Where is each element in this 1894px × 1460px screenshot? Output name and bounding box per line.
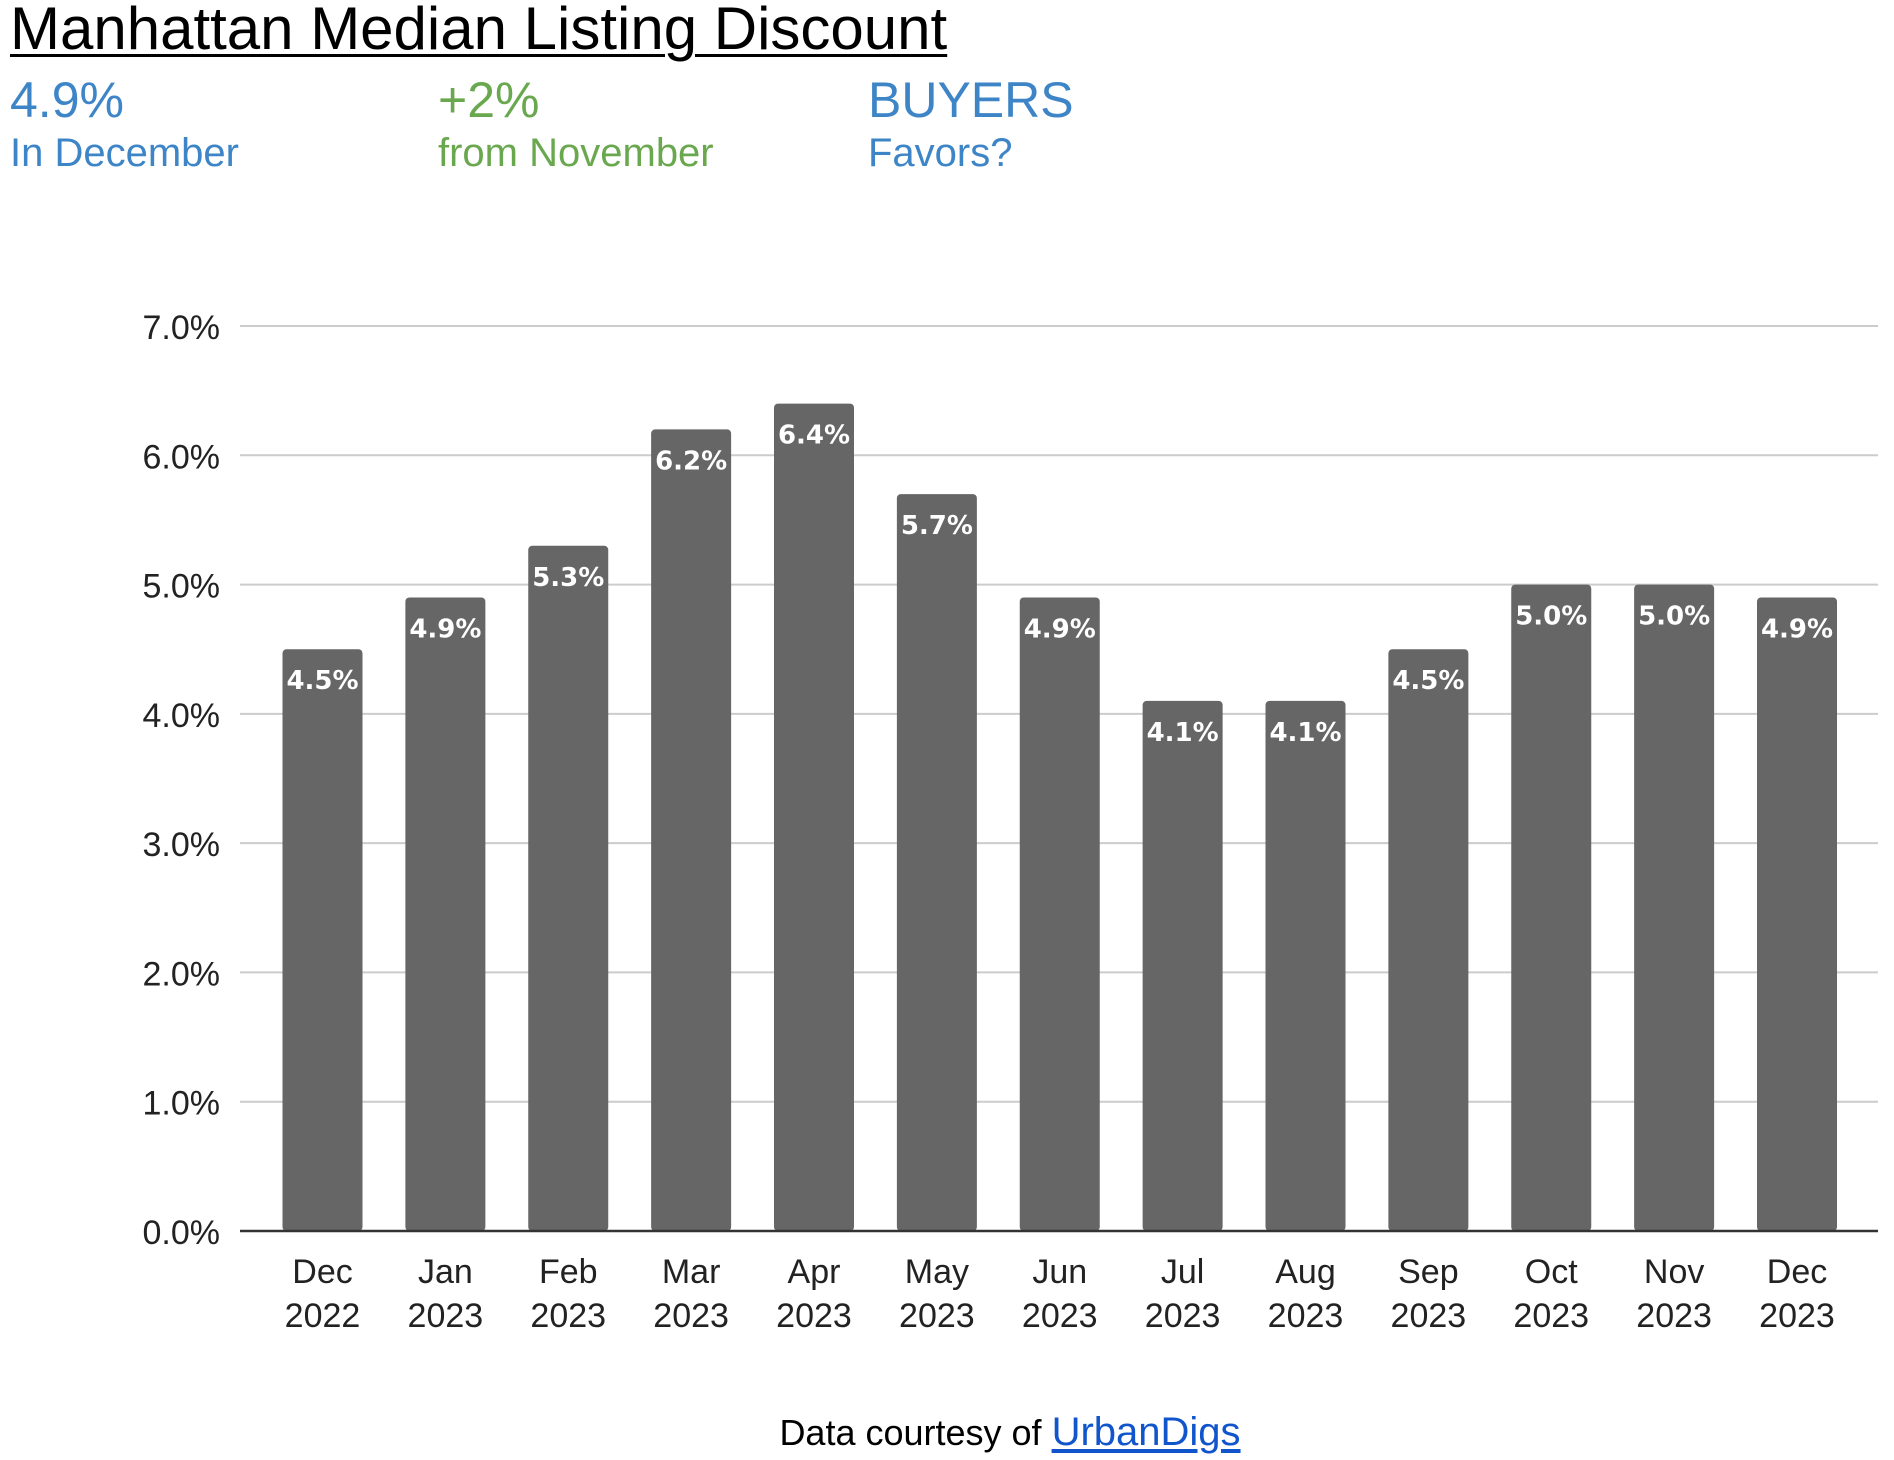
bars: 4.5% 4.9% 5.3% 6.2% 6.4% 5.7% 4.9% 4.1% 4.1% 4.5%… xyxy=(282,403,1837,1232)
kpi-monthly-change: +2% from November xyxy=(438,72,714,178)
x-tick-label-year: 2023 xyxy=(1145,1297,1221,1335)
bar-data-label: 5.0% xyxy=(1638,602,1710,632)
kpi-label: Favors? xyxy=(868,131,1013,175)
x-tick-label-year: 2023 xyxy=(1268,1297,1344,1335)
x-tick-label-year: 2023 xyxy=(1636,1297,1712,1335)
x-tick-label-year: 2023 xyxy=(1022,1297,1098,1335)
bar-data-label: 4.1% xyxy=(1147,718,1219,748)
bar xyxy=(651,429,732,1231)
bar-data-label: 4.9% xyxy=(409,615,481,645)
bar xyxy=(1757,597,1837,1231)
bar xyxy=(405,597,486,1231)
x-tick-label-year: 2023 xyxy=(776,1297,852,1335)
x-tick-label-month: Oct xyxy=(1525,1253,1578,1291)
kpi-current-discount: 4.9% In December xyxy=(10,72,239,178)
bar xyxy=(896,494,977,1232)
bar xyxy=(774,403,854,1232)
bar-data-label: 5.0% xyxy=(1515,602,1587,632)
x-tick-label-month: Apr xyxy=(788,1253,841,1291)
bar xyxy=(1142,700,1223,1231)
x-tick-label-year: 2023 xyxy=(1513,1297,1589,1335)
y-tick-label: 4.0% xyxy=(143,697,221,735)
bar xyxy=(1388,649,1469,1231)
bar-data-label: 6.2% xyxy=(655,446,727,476)
x-tick-label-year: 2022 xyxy=(285,1297,361,1335)
x-tick-label-year: 2023 xyxy=(1759,1297,1835,1335)
y-tick-label: 7.0% xyxy=(143,309,221,347)
bar-data-label: 6.4% xyxy=(778,421,850,451)
y-tick-label: 3.0% xyxy=(143,826,221,864)
x-tick-label-month: Mar xyxy=(662,1253,721,1291)
bar xyxy=(282,649,363,1231)
x-tick-label-month: Dec xyxy=(1767,1253,1827,1291)
y-tick-label: 5.0% xyxy=(143,568,221,606)
x-tick-label-year: 2023 xyxy=(653,1297,729,1335)
kpi-label: In December xyxy=(10,131,239,175)
urbandigs-link[interactable]: UrbanDigs xyxy=(1051,1410,1241,1454)
x-tick-label-month: Jul xyxy=(1161,1253,1204,1291)
data-credit: Data courtesy of UrbanDigs xyxy=(0,1410,1894,1455)
y-axis-tick-labels: 0.0% 1.0% 2.0% 3.0% 4.0% 5.0% 6.0% 7.0% xyxy=(143,309,221,1252)
page-title: Manhattan Median Listing Discount xyxy=(10,0,948,62)
x-tick-label-year: 2023 xyxy=(899,1297,975,1335)
kpi-value: 4.9% xyxy=(10,72,124,128)
x-tick-label-year: 2023 xyxy=(408,1297,484,1335)
x-tick-label-year: 2023 xyxy=(1391,1297,1467,1335)
bar-data-label: 5.7% xyxy=(901,511,973,541)
y-tick-label: 6.0% xyxy=(143,438,221,476)
x-axis-tick-labels: Dec 2022 Jan 2023 Feb 2023 Mar 2023 Apr 2023 May 20… xyxy=(285,1253,1835,1335)
data-credit-prefix: Data courtesy of xyxy=(779,1412,1052,1453)
bar-data-label: 4.1% xyxy=(1269,718,1341,748)
bar-data-label: 4.9% xyxy=(1024,615,1096,645)
x-tick-label-month: Dec xyxy=(292,1253,352,1291)
y-tick-label: 0.0% xyxy=(143,1214,221,1252)
kpi-value: BUYERS xyxy=(868,72,1074,128)
x-tick-label-month: Aug xyxy=(1275,1253,1336,1291)
x-tick-label-month: Sep xyxy=(1398,1253,1459,1291)
kpi-value: +2% xyxy=(438,72,540,128)
x-tick-label-year: 2023 xyxy=(530,1297,606,1335)
kpi-label: from November xyxy=(438,131,714,175)
x-tick-label-month: Nov xyxy=(1644,1253,1704,1291)
x-tick-label-month: Feb xyxy=(539,1253,598,1291)
bar-data-label: 5.3% xyxy=(532,563,604,593)
y-tick-label: 2.0% xyxy=(143,955,221,993)
x-tick-label-month: Jan xyxy=(418,1253,473,1291)
bar xyxy=(528,545,609,1231)
bar xyxy=(1511,584,1592,1231)
bar-chart: 0.0% 1.0% 2.0% 3.0% 4.0% 5.0% 6.0% 7.0% 4.5% 4.9… xyxy=(143,309,1878,1335)
bar-data-label: 4.5% xyxy=(1392,666,1464,696)
bar-data-label: 4.5% xyxy=(286,666,358,696)
x-tick-label-month: May xyxy=(905,1253,969,1291)
bar-data-label: 4.9% xyxy=(1761,615,1833,645)
bar xyxy=(1265,700,1346,1231)
kpi-market-favors: BUYERS Favors? xyxy=(868,72,1074,178)
bar xyxy=(1019,597,1100,1231)
x-tick-label-month: Jun xyxy=(1032,1253,1087,1291)
bar xyxy=(1634,584,1715,1231)
y-tick-label: 1.0% xyxy=(143,1085,221,1123)
